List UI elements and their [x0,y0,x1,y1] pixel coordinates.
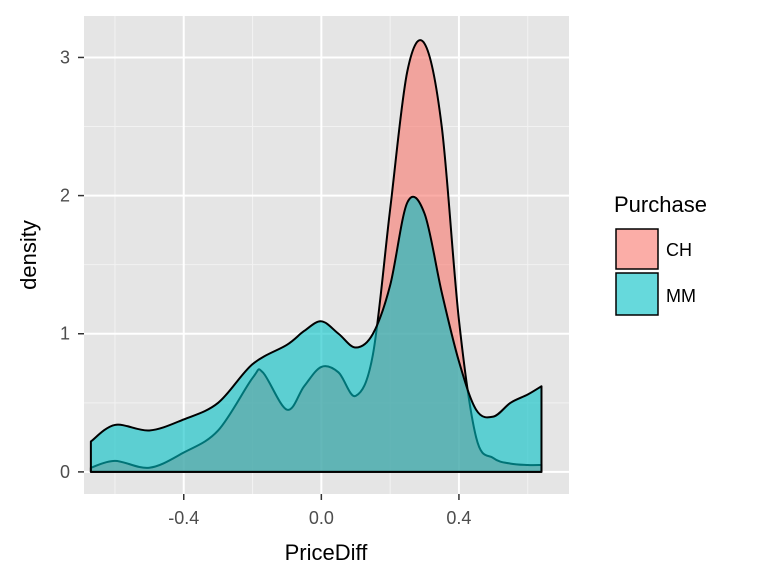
legend-label-mm: MM [666,286,696,306]
y-tick-label: 2 [60,186,70,206]
legend-swatch-mm [615,272,659,316]
x-tick-label: 0.4 [446,508,471,528]
legend-item-mm: MM [615,272,696,316]
y-axis-ticks: 0 1 2 3 [60,47,84,482]
y-axis-title: density [16,220,41,290]
legend-swatch-ch [615,228,659,270]
y-tick-label: 0 [60,462,70,482]
y-tick-label: 1 [60,324,70,344]
x-axis-ticks: -0.4 0.0 0.4 [168,494,471,528]
legend: Purchase CH MM [614,192,707,316]
y-tick-label: 3 [60,47,70,67]
x-axis-title: PriceDiff [285,540,369,565]
legend-title: Purchase [614,192,707,217]
x-tick-label: 0.0 [309,508,334,528]
x-tick-label: -0.4 [168,508,199,528]
legend-label-ch: CH [666,240,692,260]
density-areas [89,39,543,473]
density-area-mm [89,195,543,473]
legend-item-ch: CH [615,228,692,270]
